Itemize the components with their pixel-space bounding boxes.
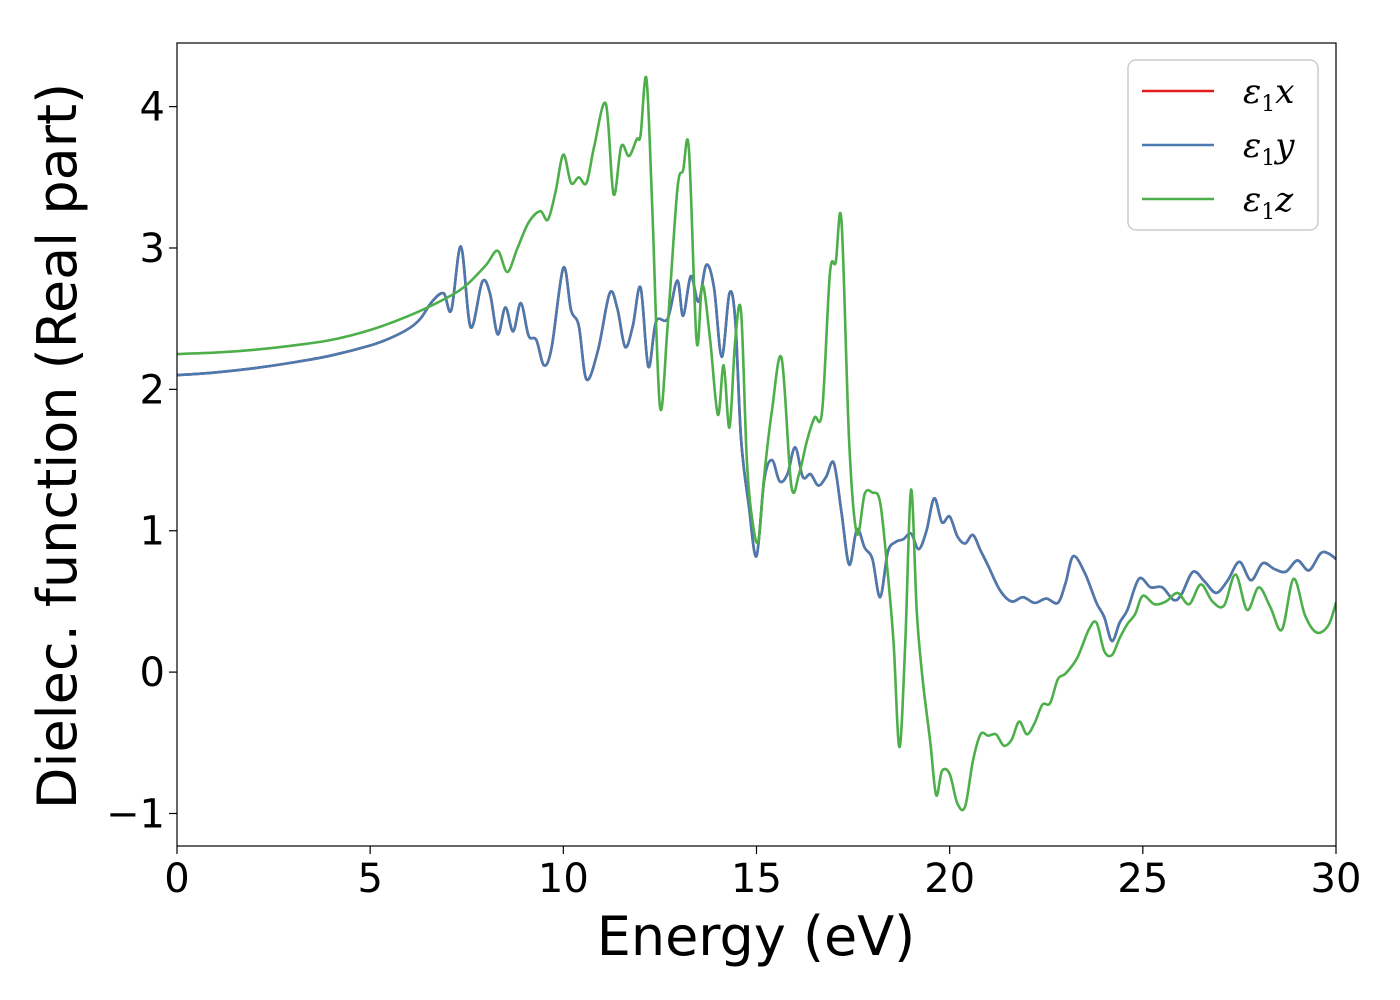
series-line-y (177, 245, 1336, 643)
series-line-z (177, 75, 1336, 812)
legend-variable: x (1275, 72, 1294, 112)
legend-symbol: ε (1243, 180, 1261, 220)
legend-variable: y (1273, 126, 1295, 166)
legend-variable: z (1274, 180, 1294, 220)
x-tick-label: 10 (538, 856, 589, 902)
legend-subscript: 1 (1261, 92, 1275, 117)
x-tick-label: 25 (1117, 856, 1168, 902)
y-tick-label: 4 (140, 85, 165, 131)
y-tick-label: 1 (140, 509, 165, 555)
legend-label-x: ε1x (1243, 72, 1294, 117)
legend-symbol: ε (1243, 126, 1261, 166)
legend-box (1127, 59, 1319, 231)
legend-symbol: ε (1243, 72, 1261, 112)
legend-subscript: 1 (1261, 146, 1275, 171)
x-tick-label: 5 (357, 856, 382, 902)
legend-subscript: 1 (1261, 200, 1275, 225)
x-axis-label: Energy (eV) (597, 905, 916, 968)
x-tick-label: 0 (164, 856, 189, 902)
x-tick-label: 15 (731, 856, 782, 902)
x-tick-label: 30 (1311, 856, 1362, 902)
y-tick-label: 3 (140, 226, 165, 272)
y-tick-label: 2 (140, 367, 165, 413)
y-axis-label: Dielec. function (Real part) (26, 83, 89, 809)
x-tick-label: 20 (924, 856, 975, 902)
legend-label-z: ε1z (1243, 180, 1294, 225)
series-line-x (177, 245, 1336, 643)
y-tick-label: 0 (140, 650, 165, 696)
x-axis-ticks: 0 5 10 15 20 25 30 (164, 846, 1361, 902)
series-layer (177, 75, 1336, 812)
legend-label-y: ε1y (1243, 126, 1295, 171)
y-tick-label: −1 (106, 791, 165, 837)
y-axis-ticks: −1 0 1 2 3 4 (106, 85, 177, 837)
